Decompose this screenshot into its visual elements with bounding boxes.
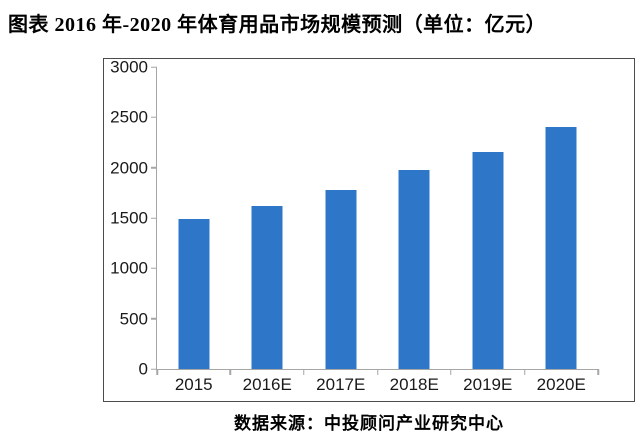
- x-axis-tick-mark: [523, 369, 526, 375]
- x-axis-category-label: 2016E: [242, 375, 292, 394]
- x-axis-category-label: 2019E: [463, 375, 513, 394]
- plot-area: 0 500 1000 1500 2000 2500 3000 2015 2016E 2017E 20…: [110, 59, 599, 393]
- bar-2019E: [472, 151, 504, 369]
- x-axis-tick-mark: [229, 369, 232, 375]
- y-axis-tick-label: 0: [138, 359, 148, 379]
- x-axis-tick-mark: [156, 369, 158, 375]
- y-axis-tick-mark: [151, 166, 157, 169]
- x-axis-category-label: 2017E: [316, 375, 366, 394]
- source-caption: 数据来源：中投顾问产业研究中心: [234, 414, 504, 433]
- bar-2018E: [398, 169, 430, 369]
- bar-2015: [178, 219, 210, 369]
- x-axis-tick-mark: [597, 369, 599, 375]
- x-axis-tick-mark: [376, 369, 379, 375]
- y-axis-tick-label: 3000: [110, 57, 148, 77]
- y-axis-tick-mark: [151, 267, 157, 270]
- bar-2016E: [251, 205, 283, 369]
- chart-title: 图表 2016 年-2020 年体育用品市场规模预测（单位：亿元）: [8, 14, 547, 36]
- x-axis-tick-mark: [450, 369, 452, 375]
- y-axis-tick-mark: [151, 317, 157, 320]
- x-axis-category-label: 2018E: [389, 375, 439, 394]
- y-axis-tick-mark: [151, 116, 157, 119]
- x-axis-category-label: 2020E: [536, 375, 586, 394]
- y-axis-tick-label: 500: [119, 309, 148, 329]
- y-axis-tick-label: 2000: [110, 158, 148, 178]
- y-axis-tick-mark: [151, 217, 157, 219]
- x-axis-category-label: 2015: [174, 375, 213, 394]
- y-axis-tick-label: 2500: [110, 107, 148, 127]
- bar-2017E: [325, 189, 357, 369]
- chart-frame: 0 500 1000 1500 2000 2500 3000 2015 2016E 2017E 20…: [103, 58, 635, 402]
- y-axis-tick-mark: [151, 66, 157, 68]
- y-axis-tick-mark: [151, 368, 157, 370]
- y-axis-tick-label: 1500: [110, 208, 148, 228]
- y-axis-tick-label: 1000: [110, 258, 148, 278]
- bar-2020E: [545, 127, 577, 369]
- x-axis-tick-mark: [303, 369, 305, 375]
